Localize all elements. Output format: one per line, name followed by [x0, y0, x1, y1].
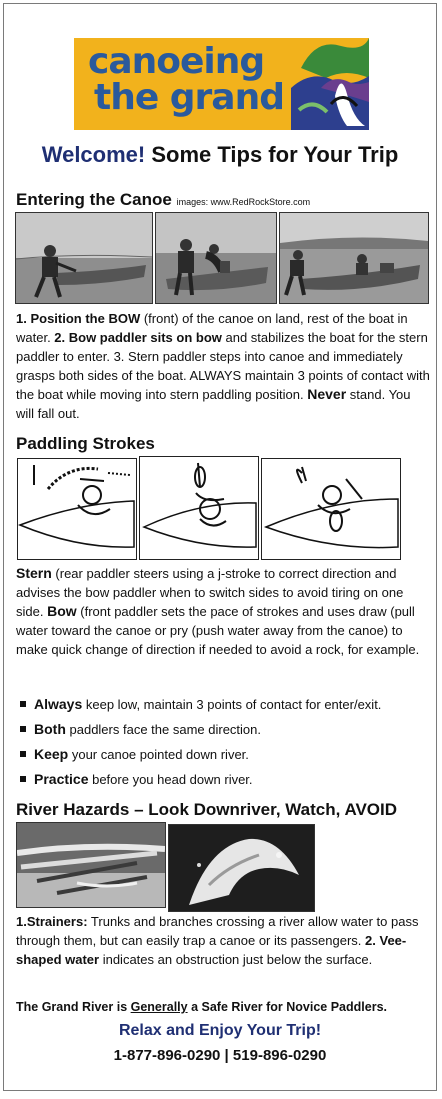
never-bold: Never — [307, 386, 347, 402]
safety-tagline: The Grand River is Generally a Safe Rive… — [16, 1000, 387, 1014]
list-item: Both paddlers face the same direction. — [20, 717, 430, 742]
tip-2-bold: Both — [34, 721, 66, 737]
step-1-text: (front) of the canoe on land, rest of th… — [16, 311, 408, 345]
hazards-description: 1.Strainers: Trunks and branches crossin… — [16, 912, 430, 969]
phone-numbers: 1-877-896-0290 | 519-896-0290 — [113, 1047, 327, 1064]
entering-photo-2 — [155, 212, 277, 304]
list-item: Practice before you head down river. — [20, 767, 430, 792]
strainer-photo — [16, 822, 166, 908]
tip-2-text: paddlers face the same direction. — [65, 722, 262, 737]
vee-water-photo — [168, 824, 315, 912]
entering-photo-3 — [279, 212, 429, 304]
stern-text: (rear paddler steers using a j-stroke to… — [16, 566, 404, 619]
stroke-sketch-draw — [139, 456, 259, 560]
tip-1-text: keep low, maintain 3 points of contact f… — [82, 697, 382, 712]
entering-heading-text: Entering the Canoe — [16, 190, 172, 209]
logo-text: canoeing the grand — [88, 41, 285, 118]
section-heading-hazards: River Hazards – Look Downriver, Watch, A… — [16, 800, 398, 819]
bow-text: (front paddler sets the pace of strokes … — [16, 604, 420, 657]
canoeing-the-grand-logo: canoeing the grand — [74, 38, 369, 130]
vee-bold: 2. Vee-shaped water — [16, 933, 407, 967]
vee-text: indicates an obstruction just below the … — [99, 952, 373, 967]
page-title: Welcome! Some Tips for Your Trip — [4, 142, 436, 168]
step-1-bold: 1. Position the BOW — [16, 311, 141, 326]
relax-message: Relax and Enjoy Your Trip! — [118, 1022, 322, 1039]
tagline-pre: The Grand River is — [16, 1000, 131, 1014]
tip-3-bold: Keep — [34, 746, 69, 762]
tip-4-bold: Practice — [34, 771, 89, 787]
tip-4-text: before you head down river. — [88, 772, 253, 787]
strokes-description: Stern (rear paddler steers using a j-str… — [16, 564, 430, 659]
tip-sheet: canoeing the grand Welcome! Some Tips fo… — [3, 3, 437, 1091]
never-text: stand. You will fall out. — [16, 387, 411, 421]
list-item: Always keep low, maintain 3 points of co… — [20, 692, 430, 717]
step-2-text: and stabilizes the boat for the stern pa… — [16, 330, 430, 402]
tip-1-bold: Always — [34, 696, 83, 712]
logo-line-1: canoeing — [88, 41, 265, 82]
logo-line-2: the grand — [94, 77, 285, 118]
entering-photo-1 — [15, 212, 153, 304]
strainers-bold: 1.Strainers: — [16, 914, 88, 929]
entering-instructions: 1. Position the BOW (front) of the canoe… — [16, 309, 430, 423]
section-heading-entering: Entering the Canoe images: www.RedRockSt… — [16, 190, 310, 210]
image-credit: images: www.RedRockStore.com — [176, 197, 311, 207]
stern-bold: Stern — [16, 565, 52, 581]
tip-3-text: your canoe pointed down river. — [68, 747, 249, 762]
welcome-rest: Some Tips for Your Trip — [145, 142, 399, 167]
tagline-underlined: Generally — [130, 1000, 188, 1014]
tagline-post: a Safe River for Novice Paddlers. — [187, 1000, 387, 1014]
stroke-sketch-pry — [261, 458, 401, 560]
canoe-landscape-icon — [291, 38, 369, 130]
section-heading-strokes: Paddling Strokes — [16, 434, 155, 453]
strainers-text: Trunks and branches crossing a river all… — [16, 914, 419, 948]
stroke-sketch-stern — [17, 458, 137, 560]
tips-list: Always keep low, maintain 3 points of co… — [20, 692, 430, 792]
welcome-word: Welcome! — [41, 142, 146, 167]
bow-bold: Bow — [47, 603, 77, 619]
step-2-bold: 2. Bow paddler sits on bow — [54, 330, 222, 345]
list-item: Keep your canoe pointed down river. — [20, 742, 430, 767]
